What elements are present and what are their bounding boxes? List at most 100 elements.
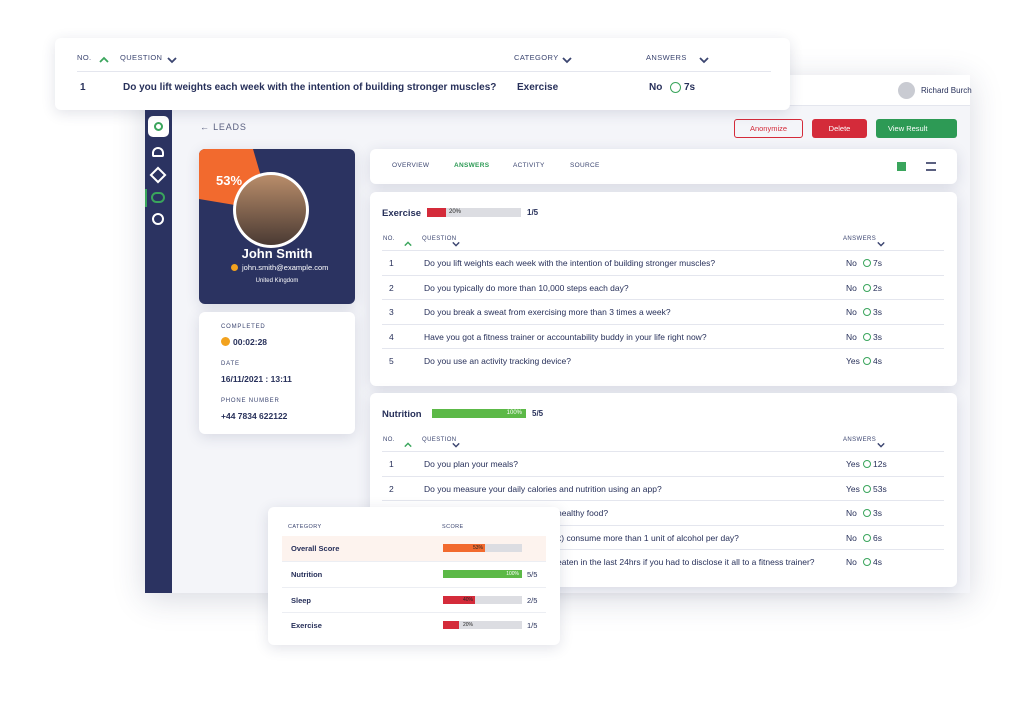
timer-icon — [863, 332, 871, 341]
answer-time: 12s — [873, 459, 887, 469]
score-track: 53% — [443, 544, 522, 552]
nav-icon[interactable] — [151, 192, 165, 203]
category: Overall Score — [291, 544, 340, 553]
score-label: 20% — [463, 621, 474, 628]
answer-time: 3s — [873, 331, 882, 342]
column-header: ANSWERS — [646, 53, 687, 62]
timer-icon — [863, 460, 871, 468]
answer-time: 4s — [873, 356, 882, 366]
score-count: 1/5 — [527, 620, 538, 630]
back-label[interactable]: LEADS — [213, 122, 247, 132]
back-link[interactable]: ← LEADS — [200, 122, 247, 132]
score-count: 2/5 — [527, 595, 538, 605]
nav-icon[interactable] — [148, 116, 169, 137]
sort-chevron[interactable] — [404, 436, 412, 448]
answer: No — [846, 331, 857, 342]
score-fill: 20% — [443, 620, 473, 629]
tab[interactable]: SOURCE — [570, 162, 600, 169]
section-card: Exercise 20% 1/5 NO. QUESTION ANSWERS 1 Do you … — [370, 192, 957, 386]
row-number: 5 — [389, 356, 394, 366]
sort-chevron[interactable] — [699, 52, 709, 64]
answer-time: 7s — [684, 82, 696, 93]
nav-icon[interactable] — [152, 213, 164, 225]
column-header: NO. — [383, 437, 395, 443]
nav-icon[interactable] — [149, 166, 167, 184]
tab[interactable]: ACTIVITY — [513, 162, 545, 169]
question: k) consume more than 1 unit of alcohol p… — [557, 532, 739, 543]
anonymize-button[interactable]: Anonymize — [734, 119, 803, 138]
answer-time: 4s — [873, 557, 882, 567]
question: Do you typically do more than 10,000 ste… — [424, 282, 629, 293]
row-number: 2 — [389, 282, 394, 293]
question: Do you use an activity tracking device? — [424, 356, 571, 366]
score-label: 100% — [506, 571, 519, 578]
smiley-icon — [221, 337, 230, 346]
score-track: 40% — [443, 595, 522, 604]
score-fill: 40% — [443, 595, 475, 604]
user-name: Richard Burch — [921, 86, 972, 95]
score-row: Overall Score 53% — [282, 536, 546, 561]
column-header: CATEGORY — [288, 524, 322, 530]
sort-chevron[interactable] — [562, 52, 572, 64]
timer-icon — [863, 533, 871, 542]
tabs-card: OVERVIEW ANSWERS ACTIVITY SOURCE — [370, 149, 957, 184]
score-fill: 100% — [443, 570, 522, 579]
progress-fill: 20% — [427, 208, 461, 217]
score-row: Sleep 40% 2/5 — [282, 586, 546, 613]
answer: No — [649, 82, 663, 93]
photo — [236, 175, 306, 245]
question: Do you break a sweat from exercising mor… — [424, 307, 671, 317]
avatar-small — [898, 82, 915, 99]
answer: No — [846, 532, 857, 543]
sort-chevron[interactable] — [877, 235, 885, 247]
progress-label: 20% — [449, 209, 462, 215]
tab[interactable]: OVERVIEW — [392, 162, 430, 169]
nav-icon[interactable] — [152, 147, 164, 157]
row-divider — [382, 475, 944, 477]
details-card: COMPLETED 00:02:28 DATE 16/11/2021 : 13:11 P… — [199, 312, 355, 434]
sort-chevron[interactable] — [404, 235, 412, 247]
icon — [154, 122, 163, 131]
row-divider — [382, 500, 944, 501]
answer-time: 6s — [873, 532, 882, 543]
answer: No — [846, 557, 857, 567]
row-divider — [382, 549, 944, 550]
score-row: Exercise 20% 1/5 — [282, 611, 546, 638]
nav-active — [145, 189, 147, 207]
sort-chevron[interactable] — [99, 52, 109, 63]
column-header: QUESTION — [120, 53, 163, 62]
floating-row-card: NO. QUESTION CATEGORY ANSWERS 1 Do you lift w… — [55, 38, 790, 110]
list-view-icon[interactable] — [926, 162, 936, 171]
column-header: QUESTION — [422, 437, 457, 443]
sort-chevron[interactable] — [452, 436, 460, 448]
detail-value: 00:02:28 — [233, 337, 268, 347]
question: Do you lift weights each week with the i… — [424, 258, 716, 268]
row-divider — [382, 348, 944, 349]
tab[interactable]: ANSWERS — [454, 162, 490, 169]
detail-value: 16/11/2021 : 13:11 — [221, 374, 292, 384]
sort-chevron[interactable] — [167, 52, 177, 64]
answer: Yes — [846, 459, 860, 469]
score-label: 53% — [216, 173, 243, 188]
sidebar — [145, 105, 172, 593]
timer-icon — [863, 308, 871, 316]
column-header: QUESTION — [422, 236, 457, 242]
answer: Yes — [846, 483, 860, 494]
delete-button[interactable]: Delete — [812, 119, 867, 138]
section-title: Exercise — [382, 208, 422, 219]
detail-label: PHONE NUMBER — [221, 398, 280, 404]
score-track: 20% — [443, 620, 522, 629]
view-result-button[interactable]: View Result — [876, 119, 957, 138]
grid-view-icon[interactable] — [897, 162, 906, 171]
sort-chevron[interactable] — [877, 436, 885, 448]
timer-icon — [670, 82, 681, 93]
progress-fill: 100% — [432, 409, 526, 418]
sort-chevron[interactable] — [452, 235, 460, 247]
progress-count: 5/5 — [532, 409, 544, 418]
column-header: NO. — [77, 53, 92, 62]
answer: No — [846, 282, 857, 293]
row-number: 2 — [389, 483, 394, 494]
score-label: 40% — [463, 596, 474, 603]
row-number: 1 — [80, 82, 86, 93]
